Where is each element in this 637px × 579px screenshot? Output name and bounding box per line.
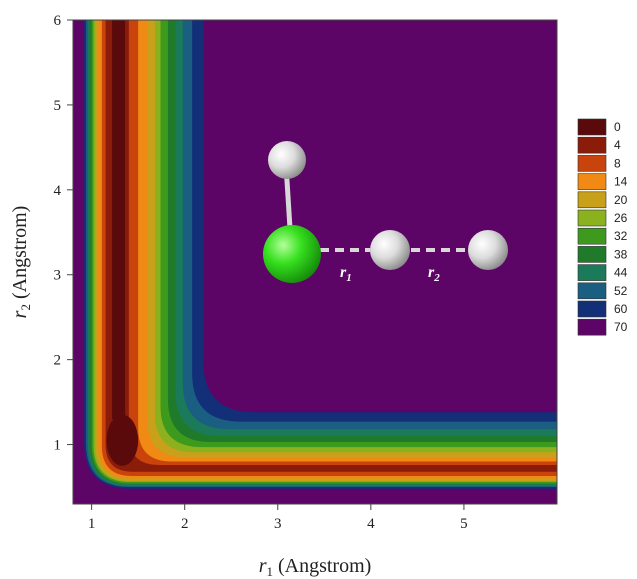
y-tick-label: 1 [54,438,62,454]
y-tick-label: 4 [54,183,62,199]
r1-label: r1 [340,264,352,284]
x-axis-label: r1 (Angstrom) [259,555,372,579]
legend-label: 70 [614,320,628,334]
y-tick-label: 5 [54,98,62,114]
color-legend: 0 4 8 14 20 26 32 38 44 52 60 70 [577,118,628,336]
legend-swatch [577,264,607,281]
legend-swatch [577,209,607,227]
chlorine-atom [263,225,321,283]
legend-label: 8 [614,156,621,170]
legend-label: 52 [614,284,628,298]
legend-swatch [577,173,607,190]
legend-label: 60 [614,302,628,316]
legend-swatch [577,118,607,136]
legend-swatch [577,246,607,263]
x-tick-label: 3 [274,516,282,532]
y-tick-label: 2 [54,353,62,369]
y-tick-label: 6 [54,13,62,29]
x-tick-label: 1 [88,516,96,532]
band-14 [98,20,557,479]
y-axis: 1 2 3 4 5 6 [54,13,73,454]
legend-swatch [577,318,607,336]
r2-label: r2 [428,264,440,284]
legend-swatch [577,282,607,300]
hydrogen-atom-top [268,141,306,179]
legend-label: 44 [614,266,628,280]
legend-swatch [577,227,607,245]
legend-swatch [577,155,607,172]
x-tick-label: 5 [460,516,468,532]
contour-bands [73,20,557,504]
hydrogen-atom-right [468,230,508,270]
legend-swatch [577,191,607,209]
hydrogen-atom-middle [370,230,410,270]
legend-swatch [577,300,607,318]
band-60 [84,20,557,489]
legend-label: 38 [614,247,628,261]
legend-label: 0 [614,120,621,134]
legend-swatch [577,136,607,154]
legend-label: 26 [614,211,628,225]
x-tick-label: 4 [367,516,375,532]
y-tick-label: 3 [54,268,62,284]
legend-label: 20 [614,193,628,207]
legend-label: 4 [614,138,621,152]
legend-label: 14 [614,175,628,189]
plot-frame [72,19,558,505]
plot-area [72,19,558,505]
band-0-column [112,20,126,420]
x-tick-label: 2 [181,516,189,532]
molecule-inset: r1 r2 [263,141,508,284]
legend-label: 32 [614,229,628,243]
y-axis-label: r2 (Angstrom) [9,206,33,319]
band-0-pocket [106,414,139,466]
x-axis: 1 2 3 4 5 [88,504,468,532]
